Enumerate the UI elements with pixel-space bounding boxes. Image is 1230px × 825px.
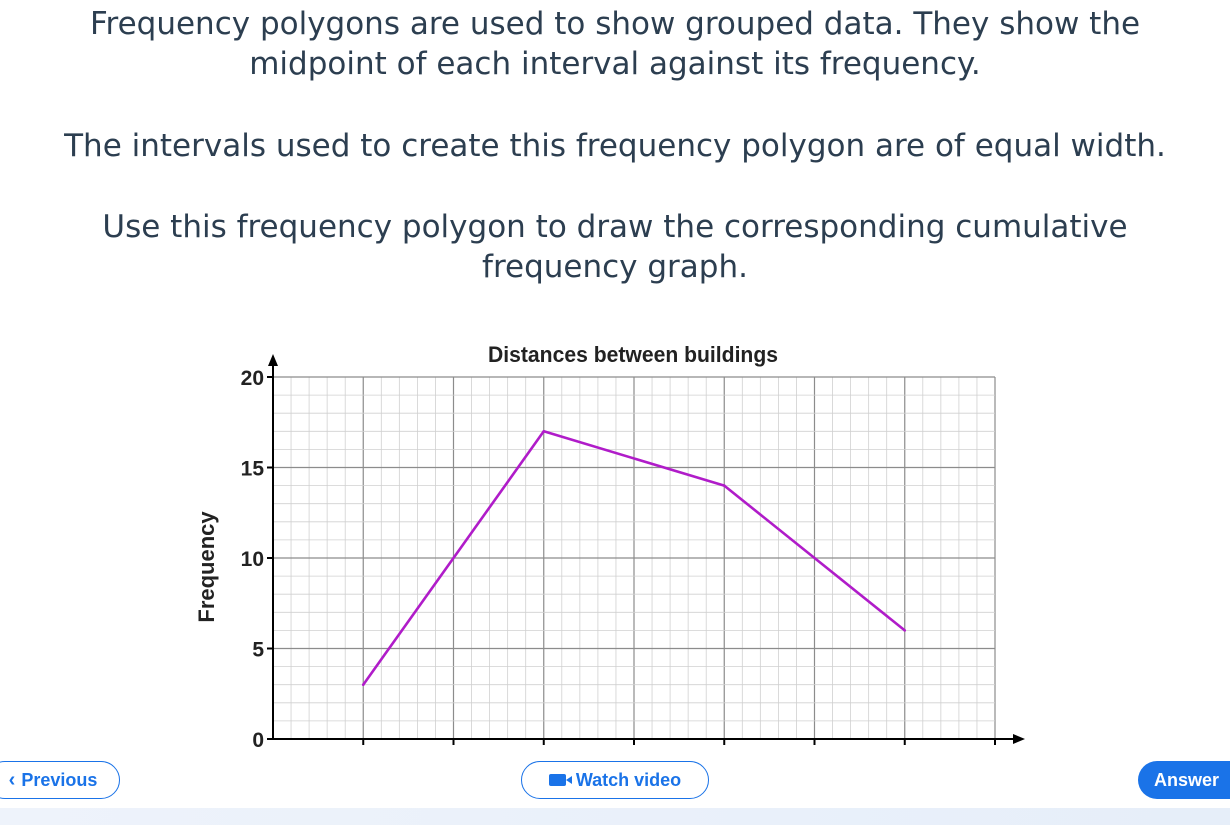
chevron-left-icon: ‹ xyxy=(8,768,16,791)
data-point xyxy=(722,484,726,487)
y-tick-label: 0 xyxy=(252,729,264,750)
frequency-polygon-chart: 0 5 10 15 20 Distances between buildings Frequ… xyxy=(194,342,1025,750)
question-line-3: The intervals used to create this freque… xyxy=(64,128,1166,164)
previous-button-label: Previous xyxy=(21,769,98,790)
answer-button[interactable]: Answer xyxy=(1138,761,1230,799)
previous-button[interactable]: ‹ Previous xyxy=(0,761,120,799)
footer-strip xyxy=(0,808,1230,825)
data-point xyxy=(542,430,546,433)
y-tick-label: 15 xyxy=(241,458,265,481)
y-tick-label: 5 xyxy=(252,639,264,662)
data-point xyxy=(361,683,365,686)
y-axis-arrow xyxy=(268,354,278,366)
data-point xyxy=(903,629,907,632)
series-line xyxy=(362,430,906,686)
y-tick-label: 10 xyxy=(241,548,264,571)
x-axis-arrow xyxy=(1013,734,1025,744)
chart-title: Distances between buildings xyxy=(488,342,778,367)
answer-button-label: Answer xyxy=(1154,769,1220,790)
question-line-5: frequency graph. xyxy=(482,249,748,285)
question-line-4: Use this frequency polygon to draw the c… xyxy=(102,209,1128,245)
watch-video-button-label: Watch video xyxy=(575,769,682,790)
y-axis-label: Frequency xyxy=(194,511,219,623)
question-line-2: midpoint of each interval against its fr… xyxy=(249,46,981,82)
video-camera-icon xyxy=(548,774,572,786)
watch-video-button[interactable]: Watch video xyxy=(521,761,709,799)
question-line-1: Frequency polygons are used to show grou… xyxy=(89,6,1141,42)
y-tick-label: 20 xyxy=(241,367,264,390)
